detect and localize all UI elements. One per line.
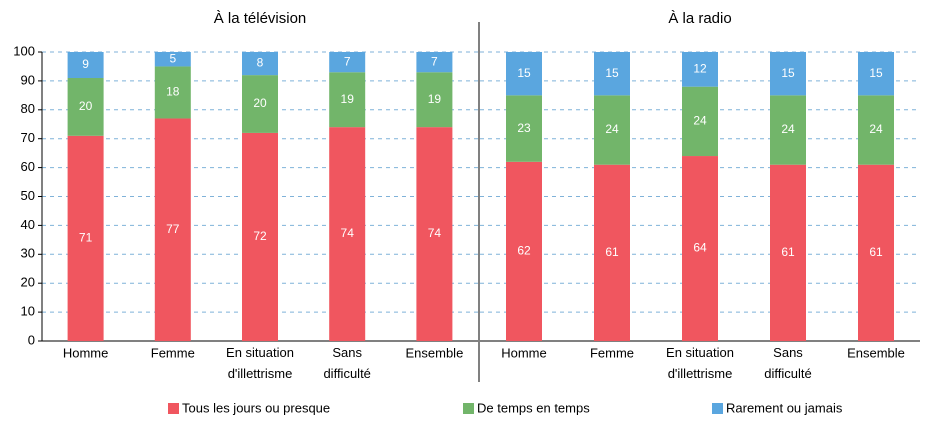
y-tick-label: 40 [21, 217, 35, 232]
x-tick-label: En situation d'illettrisme [226, 345, 294, 381]
bar-segment [858, 164, 894, 341]
legend-label: Rarement ou jamais [726, 400, 843, 415]
data-label: 19 [428, 92, 442, 106]
x-tick-label: En situation d'illettrisme [666, 345, 734, 381]
data-label: 5 [169, 51, 176, 65]
legend-swatch [463, 403, 474, 414]
data-label: 24 [693, 114, 707, 128]
y-tick-label: 90 [21, 72, 35, 87]
bar-segment [506, 95, 542, 162]
legend-label: De temps en temps [477, 400, 590, 415]
bar-segment [329, 52, 366, 73]
y-tick-label: 30 [21, 246, 35, 261]
bar-segment [858, 52, 894, 96]
bar-segment [416, 52, 453, 73]
bar-segment [416, 72, 453, 128]
bar-segment [154, 66, 191, 119]
bar-segment [682, 86, 718, 157]
x-tick-label: Femme [151, 345, 195, 360]
y-tick-label: 20 [21, 275, 35, 290]
data-label: 20 [253, 96, 267, 110]
bar-segment [770, 52, 806, 96]
data-label: 23 [517, 121, 531, 135]
bar-segment [682, 52, 718, 87]
bar-segment [858, 95, 894, 165]
bar-segment [594, 164, 630, 341]
x-tick-label: Femme [590, 345, 634, 360]
x-tick-label: Homme [501, 345, 547, 360]
bar-segment [506, 52, 542, 96]
data-label: 19 [341, 92, 355, 106]
data-label: 62 [517, 244, 531, 258]
data-label: 15 [605, 66, 619, 80]
data-label: 15 [781, 66, 795, 80]
data-label: 24 [781, 122, 795, 136]
data-label: 24 [869, 122, 883, 136]
legend-label: Tous les jours ou presque [182, 400, 330, 415]
bar-segment [242, 75, 278, 133]
data-label: 8 [257, 56, 264, 70]
data-label: 64 [693, 241, 707, 255]
bar-segment [242, 52, 278, 76]
x-tick-label: Sans difficulté [764, 345, 811, 381]
bar-segment [416, 127, 453, 341]
bar-segment [67, 52, 104, 79]
y-tick-label: 0 [28, 332, 35, 347]
x-tick-label: Ensemble [847, 345, 905, 360]
bar-segment [154, 118, 191, 341]
bar-segment [67, 78, 104, 136]
y-tick-label: 70 [21, 130, 35, 145]
data-label: 20 [79, 99, 93, 113]
bar-segment [770, 95, 806, 165]
data-label: 24 [605, 122, 619, 136]
x-tick-label: Sans difficulté [323, 345, 370, 381]
data-label: 9 [82, 57, 89, 71]
legend-swatch [168, 403, 179, 414]
data-label: 7 [431, 54, 438, 68]
data-label: 12 [693, 62, 707, 76]
data-label: 74 [341, 226, 355, 240]
panel-title: À la télévision [214, 10, 307, 27]
x-tick-label: Homme [63, 345, 109, 360]
data-label: 18 [166, 85, 180, 99]
bar-segment [242, 132, 278, 341]
data-label: 77 [166, 222, 180, 236]
bar-segment [506, 161, 542, 341]
bar-segment [154, 52, 191, 67]
y-tick-label: 50 [21, 188, 35, 203]
y-tick-label: 60 [21, 159, 35, 174]
data-label: 7 [344, 54, 351, 68]
data-label: 74 [428, 226, 442, 240]
data-label: 15 [869, 66, 883, 80]
data-label: 72 [253, 229, 267, 243]
bar-segment [770, 164, 806, 341]
data-label: 61 [869, 245, 883, 259]
bar-segment [67, 135, 104, 341]
bar-segment [329, 127, 366, 341]
y-tick-label: 10 [21, 304, 35, 319]
data-label: 15 [517, 66, 531, 80]
bar-segment [594, 95, 630, 165]
data-label: 71 [79, 231, 93, 245]
data-label: 61 [605, 245, 619, 259]
bar-segment [594, 52, 630, 96]
y-tick-label: 100 [13, 43, 35, 58]
y-tick-label: 80 [21, 101, 35, 116]
panel-title: À la radio [668, 10, 731, 27]
bar-segment [329, 72, 366, 128]
bar-segment [682, 156, 718, 341]
legend-swatch [712, 403, 723, 414]
data-label: 61 [781, 245, 795, 259]
x-tick-label: Ensemble [405, 345, 463, 360]
